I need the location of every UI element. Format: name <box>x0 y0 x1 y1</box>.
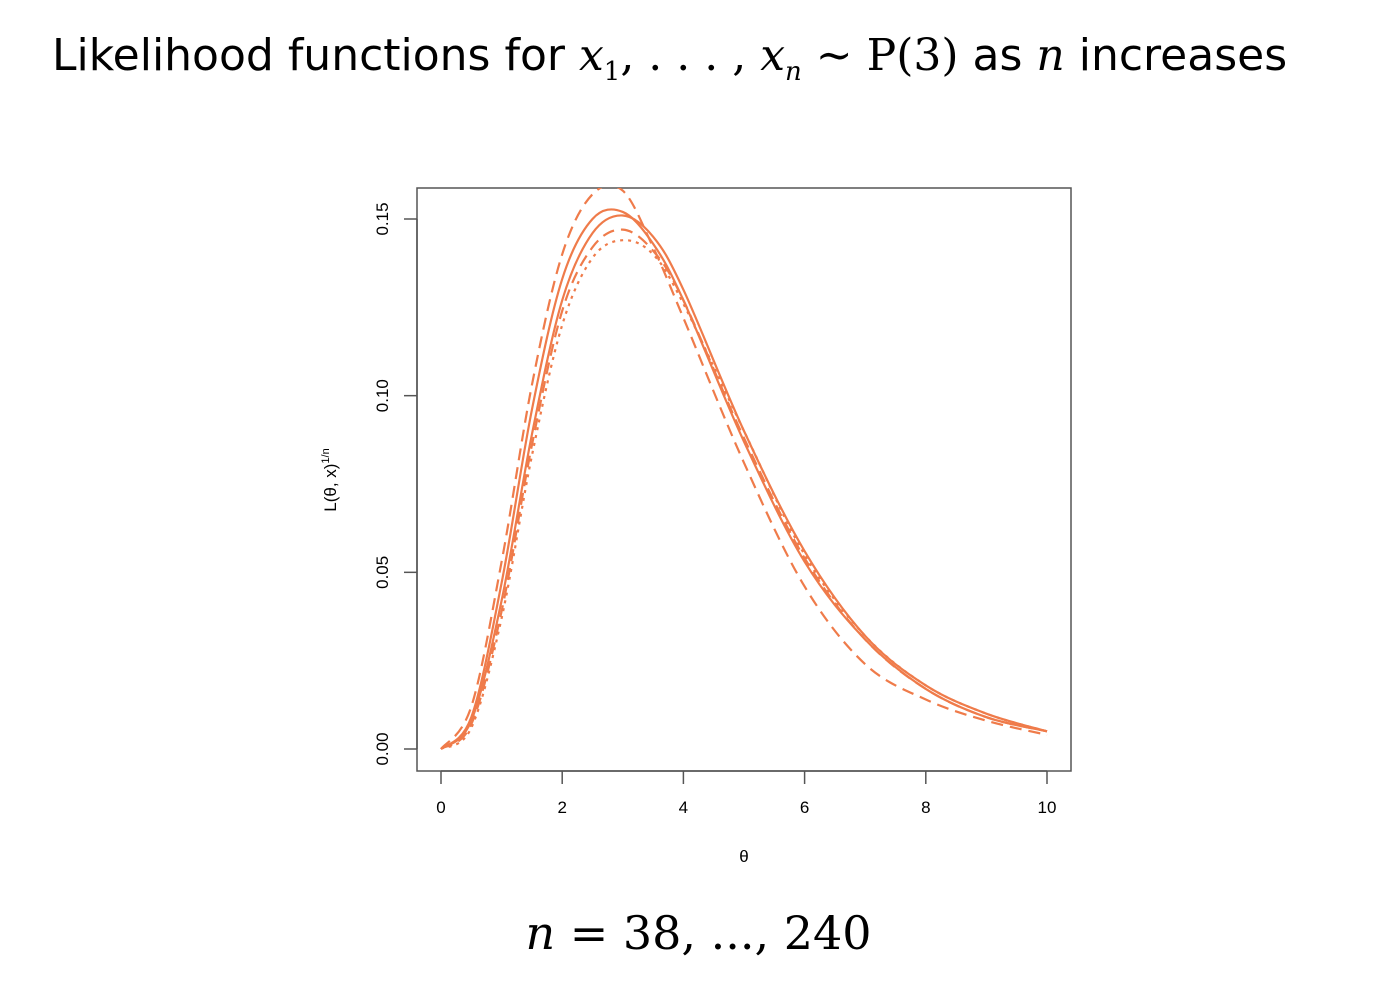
likelihood-curve-5 <box>440 239 1048 750</box>
x-tick-label: 8 <box>921 798 930 817</box>
x-tick-label: 2 <box>557 798 566 817</box>
y-tick-label: 0.15 <box>373 202 392 235</box>
y-axis-label: L(θ, x)1/n <box>320 448 340 511</box>
y-tick-label: 0.00 <box>373 732 392 765</box>
x-tick-label: 6 <box>800 798 809 817</box>
x-axis-label: θ <box>739 847 748 866</box>
likelihood-curve-1 <box>440 188 1048 750</box>
likelihood-curve-2 <box>440 208 1048 750</box>
x-tick-label: 0 <box>436 798 445 817</box>
plot-frame <box>416 187 1072 772</box>
y-tick-label: 0.10 <box>373 379 392 412</box>
y-axis-label-exponent: 1/n <box>320 448 332 463</box>
likelihood-curve-3 <box>440 214 1048 750</box>
y-tick-label: 0.05 <box>373 556 392 589</box>
slide-title: Likelihood functions for x1, . . . , xn … <box>52 30 1288 87</box>
x-axis: 0 2 4 6 8 10 <box>436 770 1057 817</box>
caption: n = 38, ..., 240 <box>525 906 872 960</box>
curves-group <box>440 188 1048 750</box>
y-axis-label-base: L(θ, x) <box>321 464 340 512</box>
likelihood-curve-4 <box>440 228 1048 750</box>
x-tick-label: 4 <box>679 798 688 817</box>
x-tick-label: 10 <box>1038 798 1057 817</box>
y-axis: 0.00 0.05 0.10 0.15 <box>373 202 418 766</box>
